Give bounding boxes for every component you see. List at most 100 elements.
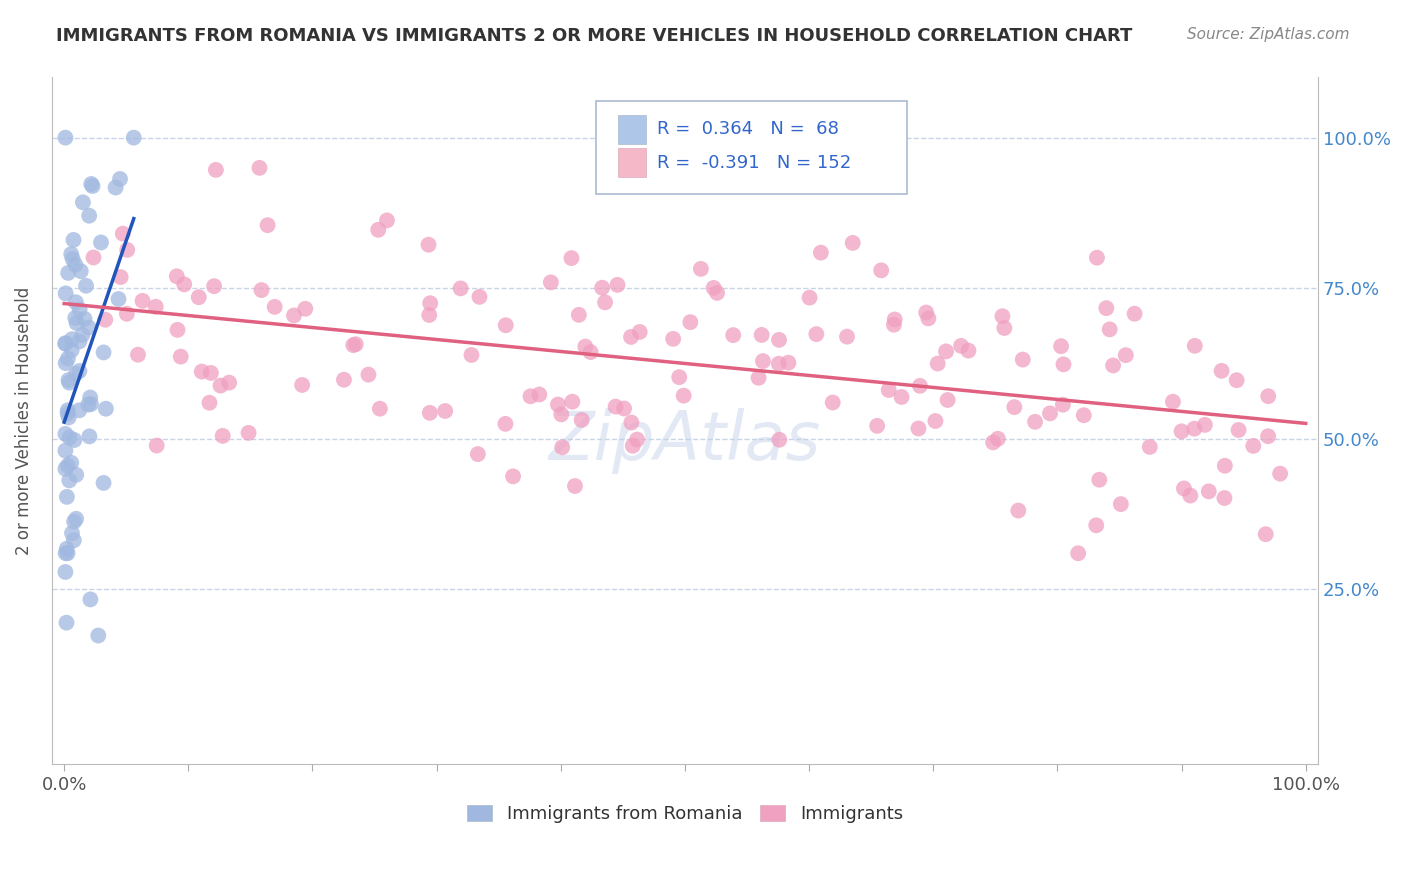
Point [200,366,222,380]
Point [841,235,863,250]
Point [917,311,939,326]
Point [628,325,651,339]
Point [67,403,90,417]
Point [890,390,912,404]
Point [69,334,91,349]
Point [1213,491,1236,505]
Point [1085,251,1108,265]
Point [145,300,167,314]
Point [935,344,957,359]
Point [170,350,193,364]
Point [110,270,132,285]
Point [69,302,91,317]
Point [495,417,517,431]
Point [82,251,104,265]
Point [58,376,80,390]
Point [721,328,744,343]
Point [73,312,96,326]
Point [58,373,80,387]
Point [626,433,648,447]
Point [591,281,613,295]
Point [1024,415,1046,429]
Point [79,592,101,607]
Point [333,373,356,387]
Point [56,407,79,421]
Point [115,307,138,321]
Point [63,433,86,447]
Point [1194,417,1216,432]
Point [547,398,569,412]
Point [1052,357,1074,371]
Point [529,387,551,401]
Point [1184,339,1206,353]
Point [574,340,596,354]
Point [606,277,628,292]
Text: Source: ZipAtlas.com: Source: ZipAtlas.com [1187,27,1350,42]
Point [1098,322,1121,336]
Point [877,383,900,397]
Point [63,515,86,529]
Y-axis label: 2 or more Vehicles in Household: 2 or more Vehicles in Household [15,286,32,555]
Point [93,475,115,490]
Point [342,338,364,352]
Point [883,312,905,326]
Point [60,332,83,346]
Point [835,329,858,343]
Point [1182,422,1205,436]
Point [1115,348,1137,362]
Point [55,356,77,370]
Point [768,433,790,447]
Point [1039,406,1062,420]
Point [62,252,84,266]
Point [55,336,77,351]
Point [55,462,77,476]
Point [706,285,728,300]
Point [679,315,702,329]
Point [561,394,583,409]
Point [166,323,188,337]
Point [80,397,103,411]
Text: ZipAtlas: ZipAtlas [548,409,821,475]
Point [115,243,138,257]
Point [77,398,100,412]
Point [218,376,240,390]
Point [1007,503,1029,517]
Point [579,345,602,359]
Point [993,321,1015,335]
Text: R =  0.364   N =  68: R = 0.364 N = 68 [657,120,839,138]
Point [924,414,946,428]
Point [1073,409,1095,423]
Point [806,327,828,342]
Point [263,300,285,314]
Point [58,410,80,425]
Text: R =  -0.391   N = 152: R = -0.391 N = 152 [657,153,852,171]
Point [1139,440,1161,454]
Point [60,343,83,358]
Point [256,218,278,232]
Point [495,318,517,333]
Point [419,406,441,420]
Point [198,396,221,410]
Point [571,413,593,427]
Point [55,565,77,579]
Text: IMMIGRANTS FROM ROMANIA VS IMMIGRANTS 2 OR MORE VEHICLES IN HOUSEHOLD CORRELATIO: IMMIGRANTS FROM ROMANIA VS IMMIGRANTS 2 … [56,27,1133,45]
Point [87,628,110,642]
Point [375,213,398,227]
Point [60,247,83,261]
Point [209,378,232,392]
Point [419,296,441,310]
Point [502,469,524,483]
Point [1011,352,1033,367]
Point [56,458,79,473]
Point [55,443,77,458]
Point [1085,518,1108,533]
Point [778,356,800,370]
Point [752,354,775,368]
Point [94,401,117,416]
Point [866,418,889,433]
Point [368,401,391,416]
Point [65,258,87,272]
Point [94,312,117,326]
Point [1198,484,1220,499]
Point [127,348,149,362]
